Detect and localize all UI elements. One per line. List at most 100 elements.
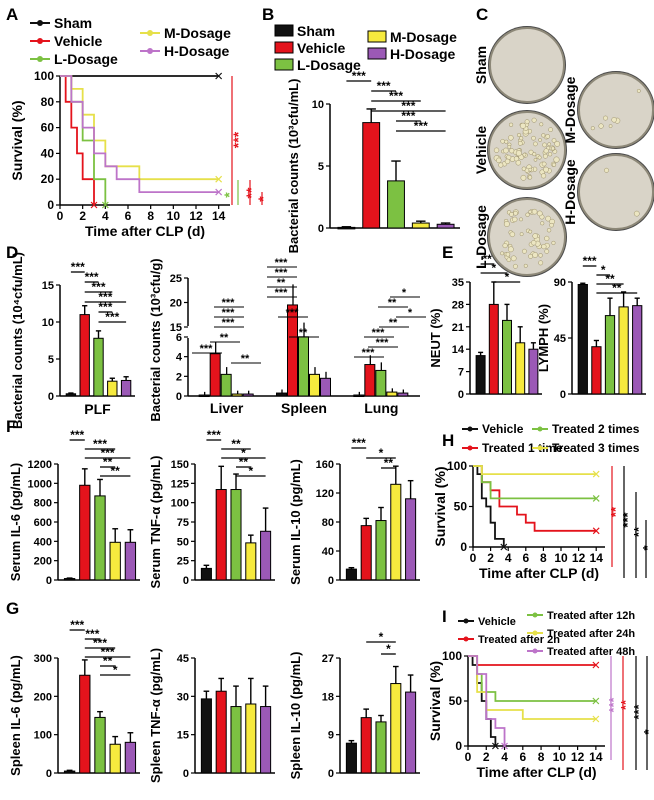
bacterial-colony <box>498 162 504 168</box>
sig-label-F3: *** <box>352 436 366 450</box>
legend-label-H: Treated 3 times <box>552 441 640 455</box>
sig-label-G1: *** <box>85 627 99 641</box>
bacterial-colony <box>540 221 545 226</box>
y-tick-label-D1: 10 <box>42 317 54 329</box>
panel-letter-F: F <box>6 417 16 436</box>
bar-D2-liver-h-dosage <box>242 393 254 397</box>
censor-mark-I <box>491 742 499 750</box>
bacterial-colony <box>531 117 537 123</box>
bacterial-colony <box>512 263 518 269</box>
sig-label-B: *** <box>401 109 415 123</box>
x-category-label-D2: Spleen <box>281 400 327 416</box>
bar-D2-lung-sham <box>353 394 365 398</box>
bar-F2-l-dosage <box>230 489 242 581</box>
legend-marker-I <box>532 630 538 636</box>
sig-label-D2: *** <box>222 307 236 319</box>
sig-label-B: *** <box>401 99 415 113</box>
series-line-I-treated-after-48h <box>468 655 506 746</box>
y-label-G3: Spleen IL-10 (pg/mL) <box>288 652 303 780</box>
legend-marker-I <box>532 648 538 654</box>
censor-mark-I <box>592 661 600 669</box>
sig-label-B: *** <box>389 89 403 103</box>
y-label-G1: Spleen IL-6 (pg/mL) <box>8 655 23 776</box>
bacterial-colony <box>543 148 549 154</box>
legend-label-I: Treated after 12h <box>547 610 635 622</box>
sig-label-F3: ** <box>384 456 394 470</box>
sig-label-D2: *** <box>200 343 214 355</box>
dish-agar <box>578 154 654 230</box>
y-tick-label-F3: 0 <box>328 575 334 587</box>
bacterial-colony <box>493 147 500 153</box>
x-category-label-D2: Lung <box>364 400 398 416</box>
x-tick-label-H: 8 <box>540 551 547 565</box>
petri-dish-vehicle <box>487 110 567 190</box>
sig-label-D2: *** <box>222 297 236 309</box>
y-label-E2: LYMPH (%) <box>536 304 551 372</box>
bacterial-colony <box>509 212 514 217</box>
y-tick-label-A: 100 <box>34 69 54 83</box>
bacterial-colony <box>500 251 505 256</box>
bacterial-colony <box>500 138 505 144</box>
bacterial-colony <box>533 141 538 147</box>
bacterial-colony <box>507 246 514 253</box>
sig-label-G1: *** <box>93 636 107 650</box>
bar-G2-vehicle <box>215 690 227 774</box>
bacterial-colony <box>513 210 518 216</box>
x-tick-label-H: 6 <box>522 551 529 565</box>
panel-letter-I: I <box>442 607 447 626</box>
censor-mark-A <box>215 72 223 80</box>
x-tick-label-H: 12 <box>572 551 586 565</box>
sig-label-G1: *** <box>101 645 115 659</box>
bacterial-colony <box>531 135 536 141</box>
censor-mark-I <box>501 742 508 750</box>
bar-D2-spleen-m-dosage <box>309 373 320 397</box>
dish-agar <box>489 27 565 103</box>
bacterial-colony <box>546 228 552 233</box>
legend-marker-A <box>147 48 153 54</box>
sig-label-G1: *** <box>70 618 84 632</box>
bacterial-colony <box>502 242 508 249</box>
y-tick-label-D2: 20 <box>170 298 182 310</box>
bar-D1-m-dosage <box>107 380 118 397</box>
y-tick-label-D2: 15 <box>170 322 182 334</box>
y-tick-label-E2: 45 <box>554 333 566 345</box>
bar-F1-vehicle <box>79 484 91 581</box>
y-tick-label-F2: 0 <box>183 575 189 587</box>
bar-G3-l-dosage <box>375 721 387 774</box>
y-tick-label-D2: 2 <box>176 371 182 383</box>
y-tick-label-G1: 200 <box>34 691 52 703</box>
bar-G2-l-dosage <box>230 706 242 774</box>
legend-label-I: Vehicle <box>478 616 516 628</box>
bacterial-colony <box>519 217 523 222</box>
bar-G1-m-dosage <box>109 743 121 774</box>
censor-mark-A <box>215 175 223 183</box>
sig-label-G1: ** <box>103 654 113 668</box>
sig-label-D1: *** <box>71 260 85 274</box>
series-line-I-treated-after-12h <box>468 655 596 702</box>
bacterial-colony <box>527 175 533 180</box>
sig-label-A: * <box>255 196 271 202</box>
sig-label-F1: *** <box>101 446 115 460</box>
x-label-D1: PLF <box>84 401 111 417</box>
sig-label-D2: * <box>402 287 407 299</box>
series-line-A-h-dosage <box>60 75 219 194</box>
y-tick-label-F1: 800 <box>34 498 52 510</box>
y-tick-label-A: 20 <box>41 172 55 186</box>
legend-swatch-B <box>274 41 294 54</box>
bar-F1-sham <box>63 578 76 581</box>
sig-label-F2: ** <box>239 455 249 469</box>
series-line-A-vehicle <box>60 75 95 205</box>
bar-B-h-dosage <box>436 223 455 229</box>
bacterial-colony <box>545 134 551 139</box>
legend-marker-A <box>37 38 43 44</box>
petri-dish-m-dosage <box>577 71 654 149</box>
sig-label-D2: ** <box>389 317 398 329</box>
y-label-H: Survival (%) <box>432 466 448 546</box>
bacterial-colony <box>545 215 552 222</box>
sig-label-I: *** <box>606 696 621 712</box>
y-tick-label-F1: 1000 <box>28 478 52 490</box>
y-tick-label-F2: 150 <box>171 459 189 471</box>
sig-label-I: ** <box>618 699 633 710</box>
